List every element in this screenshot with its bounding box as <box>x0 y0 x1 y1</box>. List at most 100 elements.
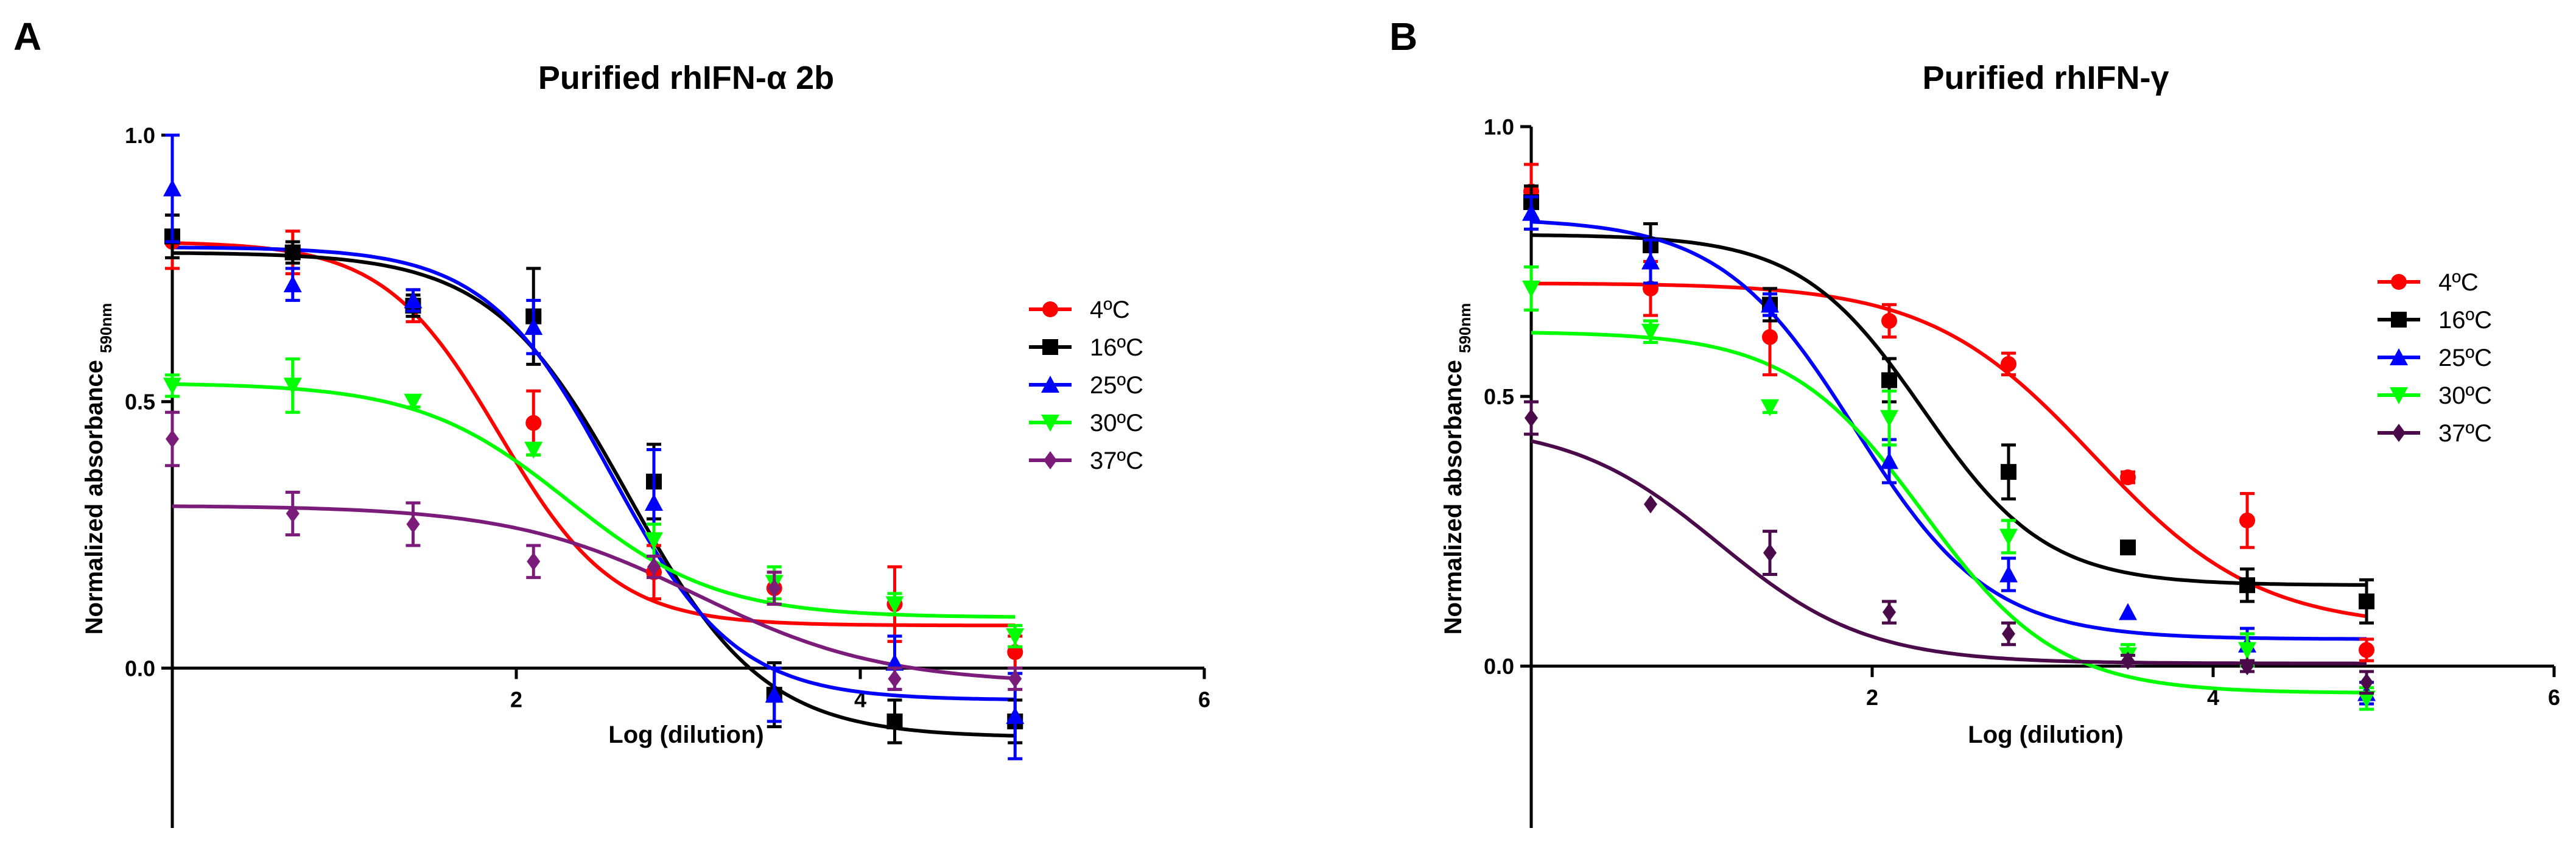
panel-a-fit-curve-1 <box>172 251 1016 738</box>
panel-a-data-point-2 <box>645 494 663 511</box>
panel-a-data-point-0 <box>525 415 542 431</box>
panel-a-data-point-1 <box>284 244 301 261</box>
panel-b-data-point-0 <box>1881 313 1897 329</box>
panel-b-data-point-4 <box>2002 624 2015 643</box>
panel-a-letter: A <box>13 15 41 58</box>
panel-b-legend-label-2: 25ºC <box>2438 345 2492 371</box>
panel-a-legend-label-1: 16ºC <box>1090 334 1143 361</box>
panel-b-data-point-3 <box>1880 410 1898 427</box>
panel-a-legend-label-4: 37ºC <box>1090 447 1143 474</box>
panel-b-data-point-0 <box>1762 329 1778 345</box>
panel-b-data-point-1 <box>1881 372 1897 388</box>
panel-b-data-point-3 <box>1522 280 1540 298</box>
panel-a-legend-marker-0 <box>1042 301 1058 317</box>
panel-a-data-point-3 <box>885 596 904 614</box>
panel-b-fit-curve-4 <box>1531 439 2367 665</box>
panel-b-ytick-label: 0.5 <box>1484 384 1514 409</box>
panel-a-data-point-3 <box>163 377 181 395</box>
panel-a-data-point-4 <box>1008 669 1022 688</box>
panel-a-legend-marker-2 <box>1041 376 1059 393</box>
panel-b-data-point-4 <box>1763 544 1777 563</box>
panel-b-data-point-2 <box>1999 565 2018 583</box>
panel-a-xlabel: Log (dilution) <box>608 721 763 748</box>
panel-b-ylabel: Normalized absorbance 590nm <box>1440 303 1474 635</box>
panel-b-data-point-4 <box>2360 673 2373 692</box>
panel-a-legend-marker-4 <box>1044 451 1057 469</box>
panel-a-fit-curve-4 <box>172 504 1016 681</box>
panel-b-data-point-1 <box>2239 577 2255 594</box>
panel-b-data-point-0 <box>2239 512 2255 528</box>
panel-b-title: Purified rhIFN-γ <box>1922 60 2169 96</box>
panel-a-data-point-3 <box>1006 628 1025 645</box>
panel-b-legend-label-3: 30ºC <box>2438 382 2492 409</box>
panel-a-data-point-4 <box>166 429 179 448</box>
panel-a-legend-label-2: 25ºC <box>1090 372 1143 399</box>
panel-a-ytick-label: 0.0 <box>125 656 155 681</box>
panel-b-fit-curve-3 <box>1531 331 2367 695</box>
panel-a-data-point-4 <box>767 579 781 598</box>
panel-b-data-point-2 <box>1522 203 1540 221</box>
panel-a-fit-curve-2 <box>172 245 1016 701</box>
panel-b-data-point-0 <box>2120 469 2136 485</box>
panel-b-data-point-1 <box>2001 464 2016 480</box>
panel-b-data-point-2 <box>1761 295 1779 313</box>
panel-a-data-point-2 <box>765 686 784 703</box>
panel-a-legend-marker-3 <box>1041 415 1059 432</box>
panel-b-data-point-0 <box>2359 642 2374 658</box>
panel-a-legend-label-3: 30ºC <box>1090 410 1143 437</box>
panel-b-data-point-4 <box>2121 651 2135 670</box>
panel-b-data-point-2 <box>2119 603 2137 620</box>
panel-a-data-point-2 <box>163 179 181 197</box>
panel-a-fit-curve-3 <box>172 382 1016 619</box>
panel-a-data-point-3 <box>645 532 663 550</box>
panel-b-fit-curve-1 <box>1531 233 2367 587</box>
panel-a-legend-marker-1 <box>1042 339 1058 355</box>
panel-b-data-point-3 <box>1999 528 2018 546</box>
panel-a-data-point-4 <box>888 669 902 688</box>
panel-a-data-point-4 <box>286 504 300 523</box>
panel-b-data-point-4 <box>1644 495 1657 514</box>
panel-b-legend-marker-2 <box>2390 348 2408 365</box>
panel-a-data-point-4 <box>527 552 541 571</box>
panel-b-data-point-2 <box>1880 452 1898 469</box>
panel-b-data-point-1 <box>2359 593 2374 609</box>
panel-b-data-point-4 <box>2241 657 2254 676</box>
panel-b-fit-curve-2 <box>1531 220 2367 641</box>
panel-b-xlabel: Log (dilution) <box>1968 721 2123 748</box>
panel-b-data-point-2 <box>1641 252 1660 270</box>
panel-a-xtick-label: 2 <box>510 687 522 712</box>
panel-b-legend-marker-4 <box>2392 424 2406 442</box>
panel-a-ytick-label: 1.0 <box>125 123 155 148</box>
panel-a-legend-label-0: 4ºC <box>1090 296 1130 323</box>
panel-a-ylabel: Normalized absorbance 590nm <box>81 303 115 635</box>
panel-a-data-point-3 <box>524 441 543 459</box>
panel-b-xtick-label: 6 <box>2548 685 2560 710</box>
panel-b-data-point-4 <box>1525 409 1538 427</box>
panel-a-data-point-2 <box>404 291 423 309</box>
panel-a-data-point-4 <box>406 515 420 534</box>
panel-b-data-point-3 <box>1761 399 1779 416</box>
panel-a-data-point-2 <box>524 318 543 335</box>
panel-a-xtick-label: 6 <box>1198 687 1210 712</box>
panel-b-legend-marker-0 <box>2391 274 2407 290</box>
panel-b-legend-label-4: 37ºC <box>2438 420 2492 447</box>
panel-b-fit-curve-0 <box>1531 281 2367 619</box>
panel-a-title: Purified rhIFN-α 2b <box>538 60 834 96</box>
panel-a-data-point-3 <box>283 377 302 395</box>
panel-a-data-point-3 <box>404 393 423 411</box>
panel-b-legend-label-0: 4ºC <box>2438 269 2479 296</box>
panel-b-xtick-label: 4 <box>2207 685 2219 710</box>
panel-b-data-point-4 <box>1883 603 1896 622</box>
panel-a-data-point-4 <box>647 558 661 577</box>
panel-b-legend-label-1: 16ºC <box>2438 307 2492 334</box>
panel-b-ytick-label: 1.0 <box>1484 114 1514 139</box>
panel-a-data-point-2 <box>283 275 302 293</box>
panel-b-ytick-label: 0.0 <box>1484 654 1514 679</box>
panel-b-data-point-0 <box>2001 356 2016 372</box>
panel-b-plot: 0.0 0.5 1.0 2 4 6 4ºC 16ºC 25ºC 30ºC 37ºC <box>1484 114 2560 828</box>
panel-b-data-point-3 <box>2238 642 2256 659</box>
panel-a-data-point-1 <box>886 713 903 729</box>
panel-b-letter: B <box>1389 15 1417 58</box>
panel-a-data-point-2 <box>885 653 904 671</box>
